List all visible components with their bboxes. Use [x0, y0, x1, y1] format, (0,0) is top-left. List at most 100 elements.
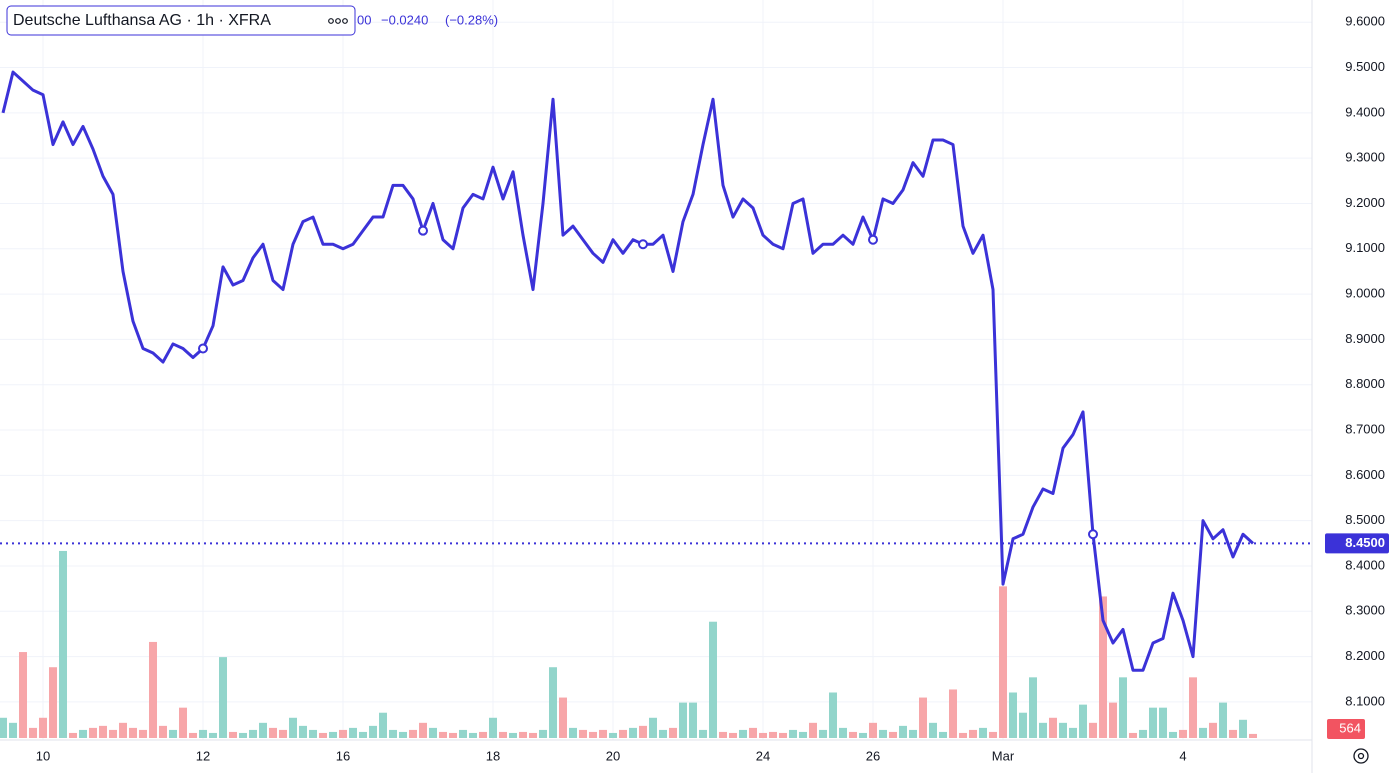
- volume-bar: [669, 727, 677, 738]
- y-tick-label: 9.4000: [1345, 104, 1385, 119]
- volume-bar: [489, 717, 497, 738]
- volume-bar: [179, 707, 187, 738]
- volume-bar: [879, 729, 887, 738]
- volume-bar: [509, 732, 517, 738]
- volume-bar: [189, 732, 197, 738]
- event-marker: [868, 234, 878, 245]
- volume-bar: [589, 731, 597, 738]
- volume-bar: [869, 722, 877, 738]
- volume-bar: [609, 732, 617, 738]
- volume-bar: [959, 732, 967, 738]
- volume-bar: [409, 729, 417, 738]
- volume-bar: [1179, 729, 1187, 738]
- volume-bar: [699, 729, 707, 738]
- volume-bar: [829, 692, 837, 738]
- volume-bar: [479, 731, 487, 738]
- volume-bar: [559, 697, 567, 738]
- volume-bar: [849, 731, 857, 738]
- volume-bar: [499, 731, 507, 738]
- volume-bar: [239, 732, 247, 738]
- last-price-label: 8.4500: [1345, 535, 1385, 550]
- volume-bar: [1069, 727, 1077, 738]
- volume-bar: [1109, 702, 1117, 738]
- volume-bar: [779, 732, 787, 738]
- volume-bar: [619, 729, 627, 738]
- volume-bar: [689, 702, 697, 738]
- volume-bar: [1059, 722, 1067, 738]
- settings-icon[interactable]: [1353, 748, 1369, 764]
- event-marker: [1088, 529, 1098, 540]
- volume-bar: [579, 729, 587, 738]
- volume-bar: [159, 725, 167, 738]
- volume-bar: [809, 722, 817, 738]
- volume-bar: [1129, 732, 1137, 738]
- grid: [0, 0, 1312, 740]
- volume-bar: [729, 732, 737, 738]
- volume-bar: [339, 729, 347, 738]
- volume-bar: [519, 731, 527, 738]
- volume-bar: [309, 729, 317, 738]
- volume-bar: [709, 621, 717, 738]
- volume-bar: [69, 732, 77, 738]
- volume-bar: [1039, 722, 1047, 738]
- volume-bar: [349, 727, 357, 738]
- volume-bar: [1099, 596, 1107, 738]
- volume-bar: [1079, 704, 1087, 738]
- more-icon[interactable]: [328, 18, 348, 24]
- volume-bar: [359, 731, 367, 738]
- y-tick-label: 8.6000: [1345, 467, 1385, 482]
- volume-bar: [939, 731, 947, 738]
- x-tick-label: 10: [36, 748, 50, 763]
- volume-bar: [459, 729, 467, 738]
- y-tick-label: 9.6000: [1345, 14, 1385, 29]
- volume-bar: [369, 725, 377, 738]
- volume-bar: [799, 731, 807, 738]
- volume-bar: [529, 732, 537, 738]
- volume-bar: [919, 697, 927, 738]
- x-tick-label: 4: [1179, 748, 1186, 763]
- volume-bar: [379, 712, 387, 738]
- volume-bar: [269, 727, 277, 738]
- y-tick-label: 8.3000: [1345, 603, 1385, 618]
- volume-bar: [199, 729, 207, 738]
- volume-bar: [739, 729, 747, 738]
- y-tick-label: 9.5000: [1345, 59, 1385, 74]
- volume-bar: [929, 722, 937, 738]
- volume-bar: [219, 657, 227, 738]
- volume-bar: [789, 729, 797, 738]
- volume-bar: [819, 729, 827, 738]
- volume-bar: [769, 731, 777, 738]
- x-tick-label: Mar: [992, 748, 1015, 763]
- event-marker: [198, 343, 208, 354]
- volume-bar: [279, 729, 287, 738]
- volume-bar: [859, 732, 867, 738]
- y-tick-label: 8.9000: [1345, 331, 1385, 346]
- volume-bar: [209, 732, 217, 738]
- volume-bar: [1089, 722, 1097, 738]
- volume-bar: [639, 725, 647, 738]
- volume-bar: [659, 729, 667, 738]
- y-tick-label: 9.3000: [1345, 150, 1385, 165]
- volume-bar: [169, 729, 177, 738]
- x-tick-label: 16: [336, 748, 350, 763]
- volume-bar: [969, 729, 977, 738]
- volume-bar: [569, 727, 577, 738]
- volume-bar: [229, 731, 237, 738]
- volume-bar: [599, 729, 607, 738]
- event-marker: [418, 225, 428, 236]
- volume-bar: [539, 729, 547, 738]
- last-volume-label: 564: [1339, 720, 1361, 735]
- volume-bar: [469, 732, 477, 738]
- legend-tail: 00: [357, 12, 371, 27]
- volume-bar: [399, 731, 407, 738]
- legend-change-pct: (−0.28%): [445, 12, 498, 27]
- volume-bar: [249, 729, 257, 738]
- volume-bar: [129, 727, 137, 738]
- volume-bar: [679, 702, 687, 738]
- volume-bar: [289, 717, 297, 738]
- y-tick-label: 9.1000: [1345, 240, 1385, 255]
- plot: [0, 70, 1312, 672]
- volume-bar: [1029, 677, 1037, 738]
